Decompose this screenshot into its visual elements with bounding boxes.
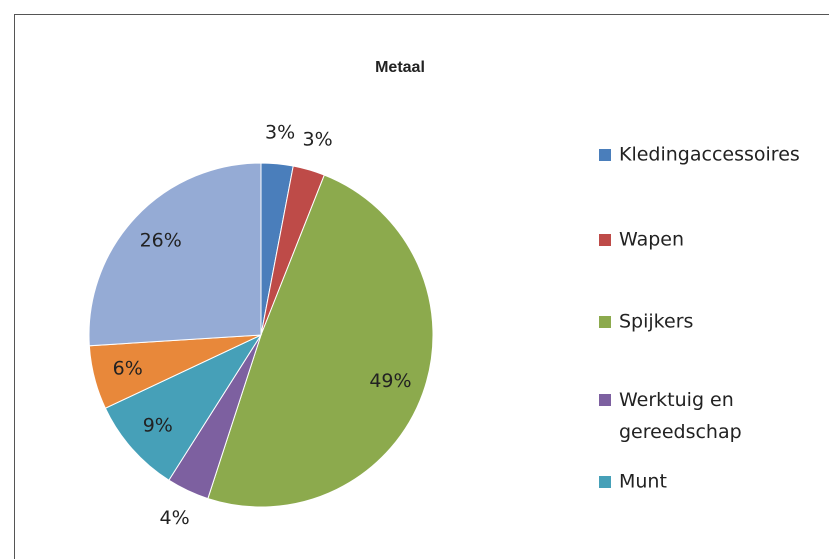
pie-slice (88, 162, 262, 347)
legend-swatch (599, 394, 611, 406)
legend-swatch (599, 476, 611, 488)
legend-label: Wapen (619, 229, 684, 251)
data-label: 26% (140, 229, 182, 251)
legend-label: Kledingaccessoires (619, 144, 800, 166)
pie-slice (207, 174, 434, 508)
data-label: 9% (143, 414, 173, 436)
legend-swatch (599, 234, 611, 246)
legend-swatch (599, 149, 611, 161)
data-label: 3% (265, 121, 295, 143)
data-label: 4% (160, 507, 190, 529)
legend-label: Munt (619, 471, 667, 493)
data-label: 6% (113, 358, 143, 380)
pie-slice (104, 333, 263, 481)
legend-label: Spijkers (619, 311, 693, 333)
legend-swatch (599, 316, 611, 328)
data-label: 3% (303, 129, 333, 151)
data-label: 49% (369, 370, 411, 392)
legend-label: Werktuig en gereedschap (619, 389, 742, 443)
chart-title: Metaal (375, 59, 425, 76)
